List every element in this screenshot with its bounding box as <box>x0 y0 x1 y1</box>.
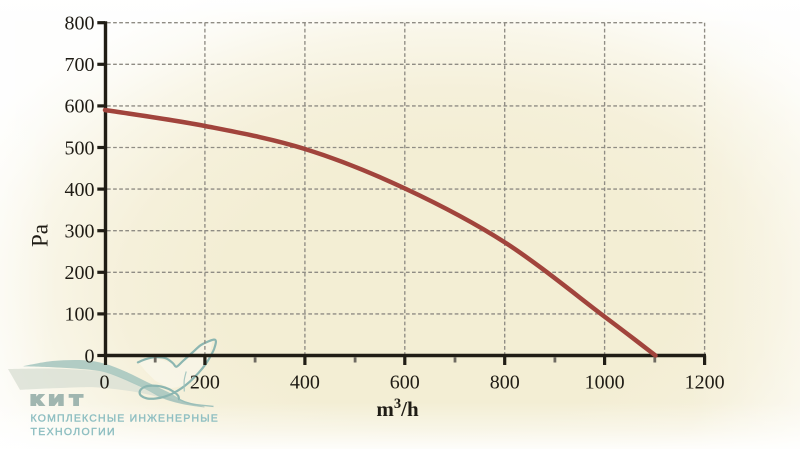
svg-text:300: 300 <box>65 221 95 243</box>
svg-text:100: 100 <box>65 304 95 326</box>
svg-text:Pa: Pa <box>28 224 53 247</box>
svg-text:400: 400 <box>290 372 320 394</box>
svg-text:600: 600 <box>65 96 95 118</box>
svg-text:400: 400 <box>65 179 95 201</box>
svg-text:700: 700 <box>65 54 95 76</box>
svg-text:КИТ: КИТ <box>31 392 89 409</box>
svg-text:200: 200 <box>65 262 95 284</box>
svg-text:0: 0 <box>85 345 95 367</box>
svg-text:800: 800 <box>490 372 520 394</box>
svg-text:m3/h: m3/h <box>376 396 419 421</box>
svg-text:ТЕХНОЛОГИИ: ТЕХНОЛОГИИ <box>31 426 116 438</box>
svg-text:600: 600 <box>390 372 420 394</box>
svg-text:1200: 1200 <box>685 372 725 394</box>
svg-text:1000: 1000 <box>585 372 625 394</box>
svg-text:500: 500 <box>65 137 95 159</box>
svg-text:800: 800 <box>65 13 95 35</box>
svg-text:0: 0 <box>100 372 110 394</box>
svg-text:КОМПЛЕКСНЫЕ ИНЖЕНЕРНЫЕ: КОМПЛЕКСНЫЕ ИНЖЕНЕРНЫЕ <box>31 412 219 424</box>
svg-text:200: 200 <box>190 372 220 394</box>
